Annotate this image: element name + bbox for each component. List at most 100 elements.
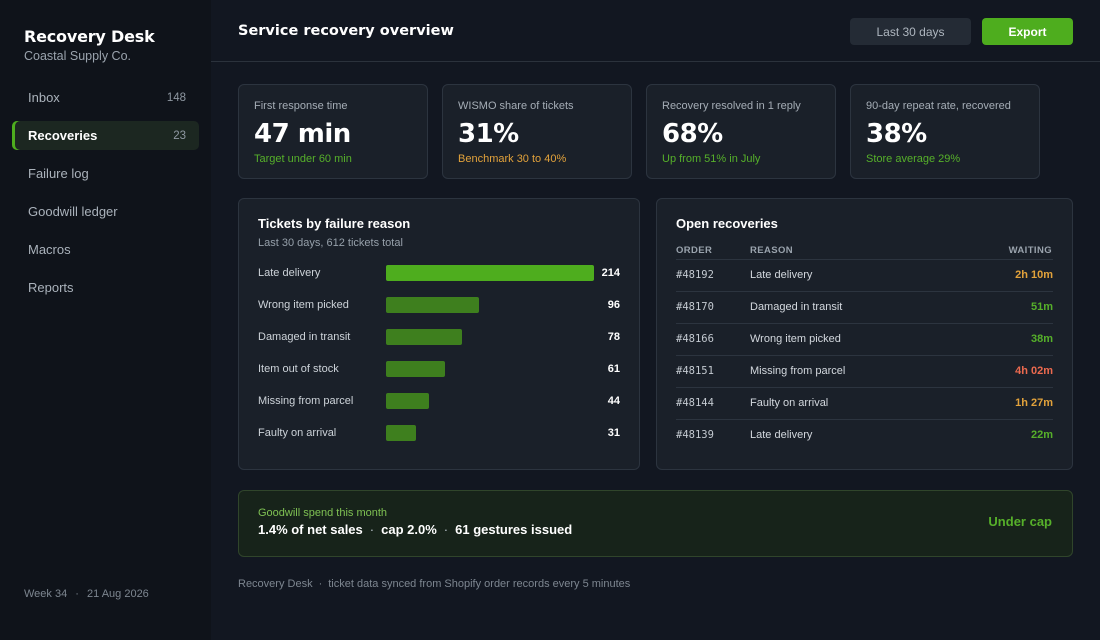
sidebar-item-reports[interactable]: Reports xyxy=(12,273,199,302)
kpi-value: 38% xyxy=(866,119,927,149)
separator: · xyxy=(75,588,79,600)
kpi-note: Target under 60 min xyxy=(254,153,352,165)
table-row[interactable]: #48170 Damaged in transit 51m xyxy=(676,291,1053,323)
bar-label: Wrong item picked xyxy=(258,299,349,311)
failure-reason-chart: Tickets by failure reason Last 30 days, … xyxy=(238,198,640,470)
column-header-reason: REASON xyxy=(750,245,794,256)
order-reason: Late delivery xyxy=(750,429,813,441)
order-number: #48151 xyxy=(676,365,714,377)
bar-value-label: 44 xyxy=(607,395,620,407)
separator: · xyxy=(443,522,449,537)
page-footer: Recovery Desk · ticket data synced from Sh… xyxy=(238,578,630,590)
kpi-note: Up from 51% in July xyxy=(662,153,761,165)
bar-row: Faulty on arrival 31 xyxy=(258,425,620,441)
date-range-button[interactable]: Last 30 days xyxy=(850,18,971,45)
sidebar-item-label: Recoveries xyxy=(28,128,98,143)
bar xyxy=(386,425,416,441)
order-reason: Missing from parcel xyxy=(750,365,846,377)
org-name: Coastal Supply Co. xyxy=(24,49,132,63)
order-number: #48139 xyxy=(676,429,714,441)
bar xyxy=(386,329,462,345)
chart-title: Tickets by failure reason xyxy=(258,216,411,231)
sidebar-item-count: 23 xyxy=(173,129,186,142)
kpi-label: WISMO share of tickets xyxy=(458,100,574,112)
bar-label: Missing from parcel xyxy=(258,395,354,407)
goodwill-status: Under cap xyxy=(988,514,1052,529)
waiting-time: 38m xyxy=(1030,333,1053,345)
kpi-card-first-response: First response time 47 min Target under … xyxy=(238,84,428,179)
waiting-time: 1h 27m xyxy=(1015,397,1053,409)
bar-value-label: 31 xyxy=(607,427,620,439)
bar-track xyxy=(386,329,594,345)
bar-label: Faulty on arrival xyxy=(258,427,337,439)
export-button[interactable]: Export xyxy=(982,18,1073,45)
kpi-note: Store average 29% xyxy=(866,153,961,165)
sidebar: Recovery Desk Coastal Supply Co. Inbox 1… xyxy=(0,0,211,640)
separator: · xyxy=(318,578,323,590)
kpi-value: 68% xyxy=(662,119,723,149)
sidebar-item-recoveries[interactable]: Recoveries 23 xyxy=(12,121,199,150)
header: Service recovery overview Last 30 days E… xyxy=(211,0,1100,62)
sidebar-footer: Week 34 · 21 Aug 2026 xyxy=(24,588,149,600)
sidebar-item-label: Goodwill ledger xyxy=(28,204,118,219)
goodwill-share: 1.4% of net sales xyxy=(258,522,363,537)
sidebar-item-label: Failure log xyxy=(28,166,89,181)
bar-track xyxy=(386,425,594,441)
order-reason: Damaged in transit xyxy=(750,301,843,313)
waiting-time: 4h 02m xyxy=(1015,365,1053,377)
kpi-card-one-reply-resolution: Recovery resolved in 1 reply 68% Up from… xyxy=(646,84,836,179)
sidebar-item-inbox[interactable]: Inbox 148 xyxy=(12,83,199,112)
sidebar-nav: Inbox 148 Recoveries 23 Failure log Good… xyxy=(12,83,199,311)
footer-sync-note: ticket data synced from Shopify order re… xyxy=(328,578,631,590)
order-number: #48144 xyxy=(676,397,714,409)
waiting-time: 2h 10m xyxy=(1015,269,1053,281)
sidebar-item-label: Inbox xyxy=(28,90,60,105)
open-recoveries-table: Open recoveries ORDER REASON WAITING #48… xyxy=(656,198,1073,470)
bar-track xyxy=(386,361,594,377)
sidebar-item-goodwill-ledger[interactable]: Goodwill ledger xyxy=(12,197,199,226)
sidebar-item-failure-log[interactable]: Failure log xyxy=(12,159,199,188)
kpi-value: 47 min xyxy=(254,119,351,149)
goodwill-summary: Goodwill spend this month 1.4% of net sa… xyxy=(238,490,1073,557)
bar-row: Missing from parcel 44 xyxy=(258,393,620,409)
bar-label: Damaged in transit xyxy=(258,331,351,343)
bar xyxy=(386,297,479,313)
bar-label: Late delivery xyxy=(258,267,321,279)
page-title: Service recovery overview xyxy=(238,23,454,39)
table-row[interactable]: #48151 Missing from parcel 4h 02m xyxy=(676,355,1053,387)
kpi-card-repeat-rate: 90-day repeat rate, recovered 38% Store … xyxy=(850,84,1040,179)
bar-row: Item out of stock 61 xyxy=(258,361,620,377)
sidebar-item-label: Macros xyxy=(28,242,71,257)
separator: · xyxy=(369,522,375,537)
table-row[interactable]: #48139 Late delivery 22m xyxy=(676,419,1053,451)
footer-app-name: Recovery Desk xyxy=(238,578,313,590)
bar xyxy=(386,361,445,377)
table-row[interactable]: #48192 Late delivery 2h 10m xyxy=(676,259,1053,291)
order-reason: Wrong item picked xyxy=(750,333,841,345)
kpi-note: Benchmark 30 to 40% xyxy=(458,153,567,165)
order-number: #48192 xyxy=(676,269,714,281)
brand: Recovery Desk Coastal Supply Co. xyxy=(24,27,155,63)
bar xyxy=(386,393,429,409)
goodwill-metrics: 1.4% of net sales · cap 2.0% · 61 gestur… xyxy=(258,522,572,537)
app-title: Recovery Desk xyxy=(24,27,155,46)
waiting-time: 51m xyxy=(1030,301,1053,313)
kpi-label: First response time xyxy=(254,100,348,112)
column-header-waiting: WAITING xyxy=(1008,245,1052,256)
bar-label: Item out of stock xyxy=(258,363,339,375)
sidebar-item-macros[interactable]: Macros xyxy=(12,235,199,264)
waiting-time: 22m xyxy=(1030,429,1053,441)
table-row[interactable]: #48144 Faulty on arrival 1h 27m xyxy=(676,387,1053,419)
goodwill-cap: cap 2.0% xyxy=(381,522,437,537)
kpi-label: Recovery resolved in 1 reply xyxy=(662,100,801,112)
table-row[interactable]: #48166 Wrong item picked 38m xyxy=(676,323,1053,355)
bar-row: Wrong item picked 96 xyxy=(258,297,620,313)
column-header-order: ORDER xyxy=(676,245,713,256)
sidebar-item-label: Reports xyxy=(28,280,74,295)
bar xyxy=(386,265,594,281)
order-reason: Late delivery xyxy=(750,269,813,281)
table-title: Open recoveries xyxy=(676,216,778,231)
bar-track xyxy=(386,393,594,409)
bar-value-label: 96 xyxy=(607,299,620,311)
kpi-value: 31% xyxy=(458,119,519,149)
